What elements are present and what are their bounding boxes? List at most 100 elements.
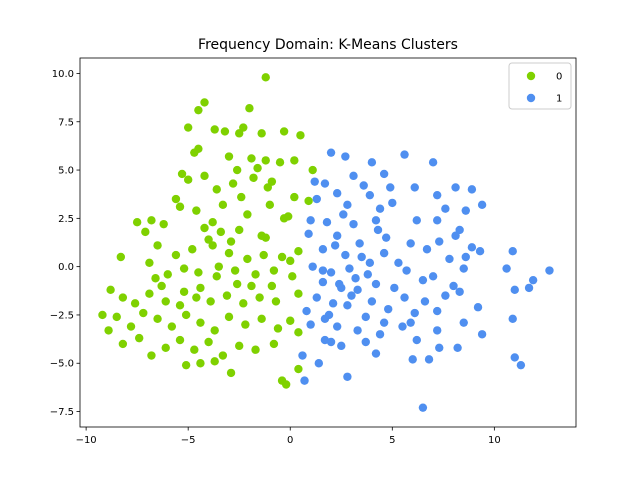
cluster-1-point xyxy=(422,245,432,254)
cluster-0-point xyxy=(163,270,172,279)
x-tick-label: −5 xyxy=(181,435,196,446)
cluster-1-point xyxy=(508,246,517,256)
cluster-0-point xyxy=(253,163,262,173)
cluster-1-point xyxy=(306,320,315,329)
cluster-1-point xyxy=(304,229,313,239)
cluster-0-point xyxy=(116,252,126,262)
cluster-0-point xyxy=(196,283,205,293)
cluster-0-point xyxy=(296,131,305,140)
cluster-1-point xyxy=(510,353,519,362)
cluster-1-point xyxy=(332,189,342,198)
cluster-0-point xyxy=(294,364,303,374)
cluster-0-point xyxy=(212,185,221,194)
cluster-0-point xyxy=(134,333,144,343)
cluster-1-point xyxy=(343,200,352,210)
cluster-1-point xyxy=(365,258,375,267)
y-tick-label: 5.0 xyxy=(58,166,74,177)
cluster-0-point xyxy=(251,345,260,354)
cluster-1-point xyxy=(379,318,389,327)
cluster-1-point xyxy=(312,293,321,302)
cluster-1-point xyxy=(379,248,389,258)
cluster-0-point xyxy=(239,299,248,308)
cluster-0-point xyxy=(216,227,226,237)
cluster-0-point xyxy=(179,264,189,273)
axis-ticks: −10 −5 0 5 10 −7.5 −5.0 −2.5 0.0 2.5 5.0 7.5 10.0 xyxy=(50,69,501,446)
cluster-1-point xyxy=(384,304,393,314)
cluster-1-point xyxy=(371,216,381,225)
cluster-0-point xyxy=(261,73,270,82)
y-tick-label: 0.0 xyxy=(58,262,74,273)
x-tick-label: 10 xyxy=(488,435,501,446)
cluster-0-point xyxy=(279,127,289,136)
cluster-0-point xyxy=(222,291,232,300)
cluster-0-point xyxy=(132,218,142,227)
cluster-0-point xyxy=(153,241,162,250)
cluster-0-point xyxy=(237,192,246,202)
cluster-0-point xyxy=(118,293,128,302)
cluster-0-point xyxy=(275,158,285,167)
legend-marker-0 xyxy=(526,71,536,81)
cluster-1-point xyxy=(461,206,470,215)
cluster-1-point xyxy=(459,264,468,273)
cluster-0-point xyxy=(226,368,236,378)
cluster-1-point xyxy=(337,341,346,351)
cluster-0-point xyxy=(286,256,295,266)
cluster-1-point xyxy=(475,246,485,256)
cluster-1-point xyxy=(355,239,364,248)
cluster-1-point xyxy=(318,245,328,254)
cluster-0-point xyxy=(106,285,115,295)
cluster-1-point xyxy=(375,330,385,339)
y-tick-label: −2.5 xyxy=(50,310,74,321)
cluster-1-point xyxy=(343,372,352,381)
cluster-0-point xyxy=(204,235,213,244)
cluster-0-point xyxy=(194,105,203,115)
cluster-1-point xyxy=(502,264,511,273)
cluster-0-point xyxy=(210,357,219,366)
cluster-1-point xyxy=(441,291,450,300)
legend: 01 xyxy=(508,62,572,110)
cluster-1-point xyxy=(516,360,526,370)
cluster-1-point xyxy=(400,293,409,302)
cluster-1-point xyxy=(363,270,373,279)
x-tick-label: −10 xyxy=(76,435,97,446)
cluster-1-point xyxy=(445,254,454,264)
cluster-1-point xyxy=(408,355,417,364)
cluster-1-point xyxy=(306,216,315,225)
cluster-0-point xyxy=(171,194,181,204)
plot-area-frame xyxy=(79,57,577,428)
cluster-1-point xyxy=(455,287,464,296)
cluster-0-point xyxy=(181,360,191,370)
cluster-1-point xyxy=(461,252,470,262)
cluster-1-point xyxy=(326,337,336,347)
cluster-1-point xyxy=(371,349,381,358)
cluster-0-point xyxy=(218,351,228,360)
cluster-0-point xyxy=(249,173,258,182)
cluster-0-point xyxy=(283,212,293,221)
cluster-1-point xyxy=(477,200,487,210)
cluster-0-point xyxy=(220,127,230,136)
cluster-0-point xyxy=(257,314,266,324)
cluster-0-point xyxy=(147,216,156,225)
cluster-0-point xyxy=(192,293,201,302)
cluster-0-point xyxy=(151,274,160,283)
cluster-0-point xyxy=(139,308,148,318)
cluster-0-point xyxy=(204,337,213,347)
cluster-0-point xyxy=(265,200,275,210)
cluster-0-point xyxy=(175,335,185,345)
cluster-0-point xyxy=(200,223,209,233)
cluster-0-point xyxy=(175,202,185,211)
cluster-0-point xyxy=(104,326,113,335)
cluster-1-point xyxy=(412,216,421,225)
cluster-1-point xyxy=(459,318,468,327)
cluster-0-point xyxy=(159,219,168,229)
cluster-0-point xyxy=(175,301,185,310)
cluster-0-point xyxy=(147,351,156,360)
cluster-1-point xyxy=(347,291,356,300)
cluster-0-point xyxy=(167,322,177,331)
cluster-1-point xyxy=(510,285,519,295)
cluster-1-point xyxy=(318,266,328,275)
cluster-1-point xyxy=(330,241,340,250)
cluster-1-point xyxy=(386,183,395,192)
cluster-0-point xyxy=(192,206,201,215)
cluster-0-point xyxy=(257,129,266,138)
